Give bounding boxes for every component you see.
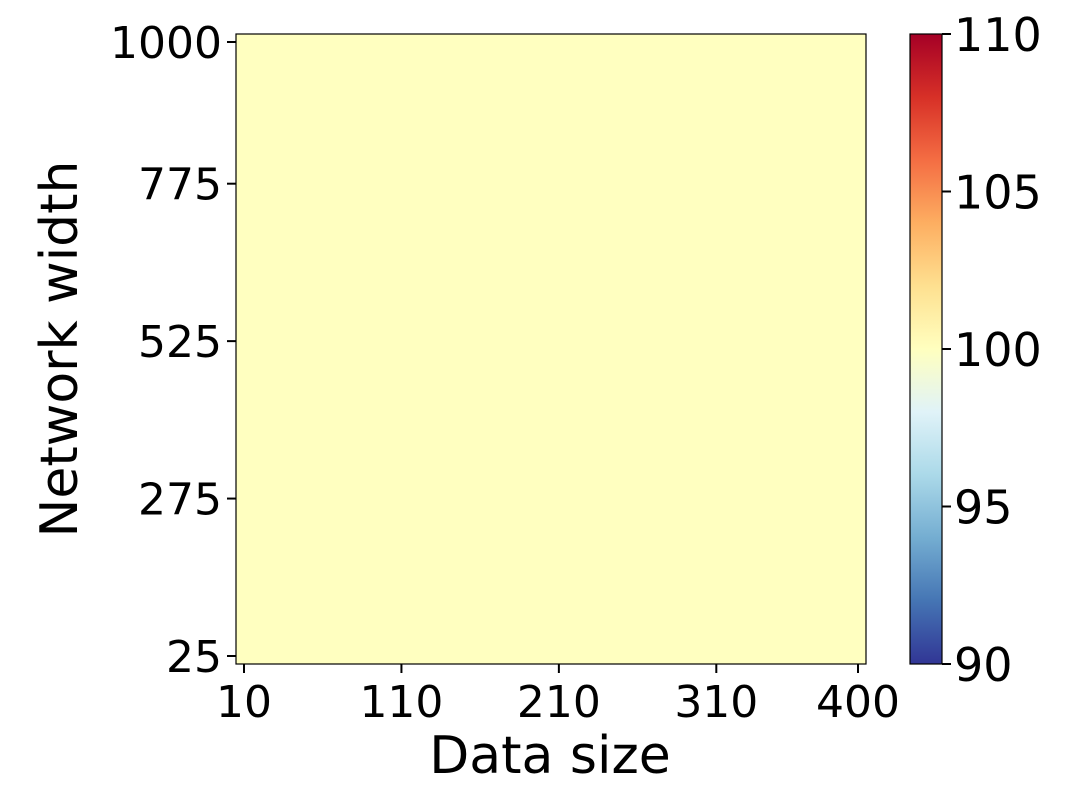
x-axis: 10 110 210 310 400	[216, 664, 900, 728]
y-tick-label: 275	[138, 475, 222, 526]
y-tick-label: 775	[138, 160, 222, 211]
y-axis: 25 275 525 775 1000	[110, 18, 236, 683]
colorbar-tick-label: 105	[954, 166, 1042, 220]
plot-area	[235, 33, 867, 665]
heatmap-cell	[236, 34, 866, 664]
colorbar-tick-label: 95	[954, 481, 1013, 535]
x-tick-label: 110	[359, 677, 443, 728]
x-tick-label: 400	[816, 677, 900, 728]
colorbar-tick-label: 90	[954, 638, 1013, 692]
y-axis-label: Network width	[30, 161, 90, 538]
colorbar: 90 95 100 105 110	[909, 8, 1042, 692]
colorbar-tick-label: 100	[954, 323, 1042, 377]
x-tick-label: 310	[674, 677, 758, 728]
colorbar-tick-label: 110	[954, 8, 1042, 62]
x-tick-label: 10	[216, 677, 272, 728]
y-tick-label: 525	[138, 317, 222, 368]
x-tick-label: 210	[517, 677, 601, 728]
y-tick-label: 25	[166, 632, 222, 683]
x-axis-label: Data size	[429, 726, 671, 786]
y-tick-label: 1000	[110, 18, 222, 69]
plot-frame	[235, 33, 867, 665]
colorbar-gradient	[909, 33, 943, 665]
